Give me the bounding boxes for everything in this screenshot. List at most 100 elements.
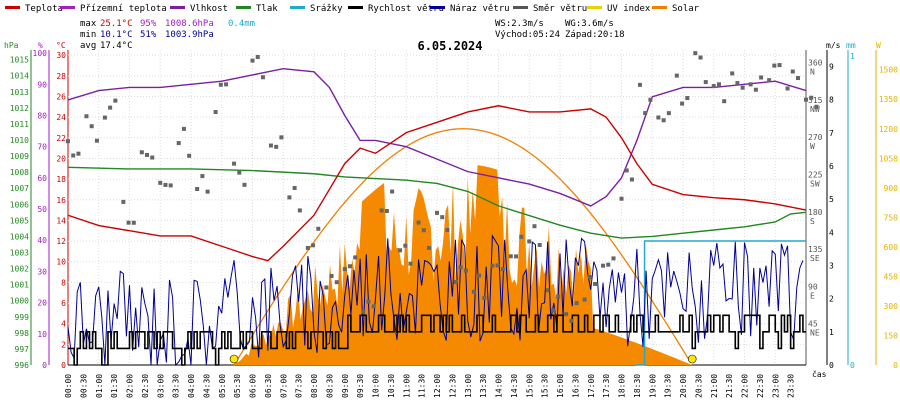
wind-dir-point xyxy=(176,141,181,146)
wind-dir-point xyxy=(500,267,505,272)
x-tick-11: 05:30 xyxy=(233,374,242,398)
wind-dir-point xyxy=(316,226,321,231)
wind-dir-point xyxy=(195,186,200,191)
wind-dir-point xyxy=(163,182,168,187)
unit-mm: mm xyxy=(846,41,856,50)
wind-dir-point xyxy=(685,96,690,101)
wind-dir-point xyxy=(384,209,389,214)
wind-dir-point xyxy=(629,177,634,182)
hum-tick-2: 80 xyxy=(37,111,47,120)
press-tick-4: 1011 xyxy=(10,120,29,129)
ms-tick-6: 3 xyxy=(829,262,834,271)
temp-tick-10: 10 xyxy=(56,258,66,267)
x-tick-14: 07:00 xyxy=(279,374,288,398)
wind-dir-point xyxy=(94,138,99,143)
legend-label-6: Náraz větru xyxy=(450,4,510,14)
x-tick-22: 11:00 xyxy=(402,374,411,398)
wind-dir-point xyxy=(624,168,629,173)
wind-dir-point xyxy=(324,285,329,290)
wind-dir-point xyxy=(347,264,352,269)
hum-tick-1: 90 xyxy=(37,80,47,89)
wind-dir-point xyxy=(619,196,624,201)
wind-dir-point xyxy=(371,304,376,309)
unit-w: W xyxy=(876,41,881,50)
x-tick-36: 18:00 xyxy=(618,374,627,398)
w-tick-2: 1200 xyxy=(879,125,898,134)
wind-dir-point xyxy=(145,152,150,157)
press-tick-0: 1015 xyxy=(10,56,29,65)
wind-dir-point xyxy=(804,97,808,102)
stat-avg-label: avg xyxy=(80,41,96,51)
wind-dir-point xyxy=(260,75,265,80)
legend-label-4: Srážky xyxy=(310,4,343,14)
wind-dir-point xyxy=(453,279,458,284)
wind-dir-point xyxy=(305,245,310,250)
press-tick-6: 1009 xyxy=(10,152,29,161)
x-tick-10: 05:00 xyxy=(218,374,227,398)
x-tick-17: 08:30 xyxy=(325,374,334,398)
press-tick-15: 1000 xyxy=(10,297,29,306)
wind-dir-point xyxy=(71,153,76,158)
press-tick-12: 1003 xyxy=(10,249,29,258)
legend-swatch-5 xyxy=(348,6,363,9)
x-tick-25: 12:30 xyxy=(448,374,457,398)
wind-dir-point xyxy=(440,215,445,220)
wind-dir-point xyxy=(569,318,574,323)
w-tick-10: 0 xyxy=(893,361,898,370)
wind-dir-point xyxy=(242,182,247,187)
wind-dir-point xyxy=(205,189,210,194)
unit-percent: % xyxy=(38,41,43,50)
press-tick-18: 997 xyxy=(15,345,30,354)
x-tick-29: 14:30 xyxy=(510,374,519,398)
legend-swatch-4 xyxy=(290,6,305,9)
wind-dir-point xyxy=(292,185,297,190)
x-tick-28: 14:00 xyxy=(495,374,504,398)
wind-dir-point xyxy=(237,170,242,175)
press-tick-16: 999 xyxy=(15,313,30,322)
ms-tick-3: 6 xyxy=(829,162,834,171)
wind-dir-point xyxy=(158,180,163,185)
wind-dir-point xyxy=(574,301,579,306)
legend-label-8: UV index xyxy=(607,4,651,14)
wind-dir-point xyxy=(587,275,592,280)
wind-dir-point xyxy=(274,144,279,149)
wind-dir-point xyxy=(403,243,408,248)
stat-min-temp: 10.1°C xyxy=(100,30,133,40)
temp-tick-15: 0 xyxy=(61,361,66,370)
axis-ticks: 1015101410131012101110101009100810071006… xyxy=(10,49,898,398)
stats-block: max 25.1°C 95% 1008.6hPa 0.4mm min 10.1°… xyxy=(80,19,625,51)
series-wind-gust xyxy=(67,234,804,367)
x-tick-38: 19:00 xyxy=(648,374,657,398)
legend-swatch-1 xyxy=(60,6,75,9)
legend-swatch-6 xyxy=(430,6,445,9)
x-tick-35: 17:30 xyxy=(602,374,611,398)
press-tick-17: 998 xyxy=(15,329,30,338)
dir-tick-value-5: 135 xyxy=(808,245,823,254)
hum-tick-6: 40 xyxy=(37,236,47,245)
stat-min-hum: 51% xyxy=(140,30,157,40)
stat-max-label: max xyxy=(80,19,97,29)
wind-dir-point xyxy=(722,99,727,104)
wind-dir-point xyxy=(329,273,334,278)
wind-dir-point xyxy=(311,243,316,248)
x-tick-7: 03:30 xyxy=(172,374,181,398)
wind-dir-point xyxy=(790,69,795,74)
ms-tick-0: 9 xyxy=(829,63,834,72)
wind-dir-point xyxy=(66,139,70,144)
x-tick-2: 01:00 xyxy=(95,374,104,398)
wind-dir-point xyxy=(508,254,513,259)
temp-tick-7: 16 xyxy=(56,196,66,205)
wind-dir-point xyxy=(458,265,463,270)
legend-label-2: Vlhkost xyxy=(190,4,228,14)
stat-max-press: 1008.6hPa xyxy=(165,19,214,29)
w-tick-5: 750 xyxy=(884,213,899,222)
w-tick-4: 900 xyxy=(884,184,899,193)
x-tick-20: 10:00 xyxy=(372,374,381,398)
chart-title: 6.05.2024 xyxy=(417,39,482,53)
x-tick-30: 15:00 xyxy=(525,374,534,398)
wind-dir-point xyxy=(113,98,118,103)
temp-tick-6: 18 xyxy=(56,175,66,184)
wind-dir-point xyxy=(477,273,482,278)
wind-dir-point xyxy=(361,309,366,314)
temp-tick-5: 20 xyxy=(56,154,66,163)
